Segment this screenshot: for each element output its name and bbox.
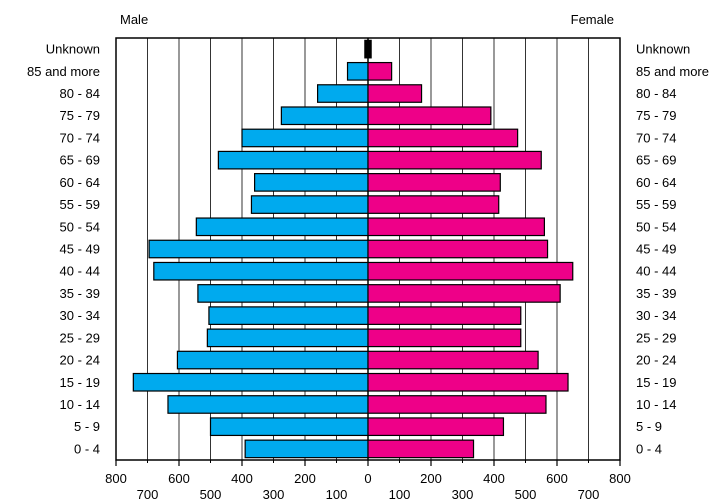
female-bar-17 [367, 61, 393, 81]
right-age-label-15: 75 - 79 [636, 108, 676, 123]
left-age-label-16: 80 - 84 [60, 86, 100, 101]
female-bar-9 [367, 239, 549, 259]
major-tick-label-2: 400 [231, 471, 253, 486]
female-bar-1 [367, 417, 505, 437]
female-bar-10 [367, 217, 545, 237]
major-tick-label-8: 800 [609, 471, 631, 486]
right-age-label-0: 0 - 4 [636, 441, 662, 456]
male-bar-15 [280, 106, 369, 126]
male-bar-7 [197, 284, 369, 303]
female-bar-5 [367, 328, 522, 348]
left-age-label-5: 25 - 29 [60, 330, 100, 345]
female-bar-14 [367, 128, 519, 148]
minor-tick-label-4: 100 [389, 487, 411, 502]
right-age-label-18: Unknown [636, 42, 690, 57]
minor-tick-label-7: 700 [578, 487, 600, 502]
female-bar-18 [367, 39, 372, 59]
male-bar-5 [206, 328, 369, 348]
female-bar-2 [367, 395, 547, 414]
major-tick-label-6: 400 [483, 471, 505, 486]
left-age-label-1: 5 - 9 [74, 419, 100, 434]
minor-tick-label-1: 500 [200, 487, 222, 502]
right-age-label-4: 20 - 24 [636, 353, 676, 368]
minor-tick-label-2: 300 [263, 487, 285, 502]
minor-tick-label-0: 700 [137, 487, 159, 502]
male-bar-10 [195, 217, 369, 237]
y-axis-labels: 0 - 4 5 - 9 10 - 14 15 - 19 20 - 24 25 - 29 30… [27, 42, 709, 457]
left-age-label-10: 50 - 54 [60, 219, 100, 234]
left-age-label-7: 35 - 39 [60, 286, 100, 301]
right-age-label-5: 25 - 29 [636, 330, 676, 345]
major-tick-label-3: 200 [294, 471, 316, 486]
male-bar-13 [217, 150, 369, 170]
female-bar-3 [367, 372, 569, 392]
left-age-label-15: 75 - 79 [60, 108, 100, 123]
male-bar-1 [209, 417, 369, 437]
right-age-label-6: 30 - 34 [636, 308, 676, 323]
minor-tick-label-6: 500 [515, 487, 537, 502]
right-age-label-8: 40 - 44 [636, 264, 676, 279]
left-age-label-18: Unknown [46, 42, 100, 57]
male-bar-2 [167, 395, 369, 414]
right-age-label-9: 45 - 49 [636, 242, 676, 257]
right-age-label-12: 60 - 64 [636, 175, 676, 190]
male-bar-16 [317, 84, 369, 103]
female-bar-6 [367, 306, 522, 325]
right-age-label-1: 5 - 9 [636, 419, 662, 434]
right-age-label-16: 80 - 84 [636, 86, 676, 101]
left-age-label-17: 85 and more [27, 64, 100, 79]
left-age-label-4: 20 - 24 [60, 353, 100, 368]
male-bar-0 [244, 439, 369, 459]
male-title: Male [120, 12, 148, 27]
right-age-label-3: 15 - 19 [636, 375, 676, 390]
left-age-label-6: 30 - 34 [60, 308, 100, 323]
right-age-label-14: 70 - 74 [636, 130, 676, 145]
left-age-label-12: 60 - 64 [60, 175, 100, 190]
right-age-label-17: 85 and more [636, 64, 709, 79]
major-tick-label-5: 200 [420, 471, 442, 486]
male-bar-12 [254, 173, 369, 192]
male-bar-4 [176, 350, 369, 370]
left-age-label-11: 55 - 59 [60, 197, 100, 212]
major-tick-label-7: 600 [546, 471, 568, 486]
male-bar-14 [241, 128, 369, 148]
major-tick-label-0: 800 [105, 471, 127, 486]
female-bar-8 [367, 261, 574, 281]
female-bar-11 [367, 195, 500, 214]
female-bar-0 [367, 439, 475, 459]
bars [132, 39, 574, 459]
left-age-label-14: 70 - 74 [60, 130, 100, 145]
female-bar-7 [367, 284, 561, 303]
left-age-label-0: 0 - 4 [74, 441, 100, 456]
x-axis-ticks: 800 600 400 200 0 200 400 600 800 700 500 300 100 100… [105, 460, 631, 502]
female-bar-16 [367, 84, 423, 103]
major-tick-label-1: 600 [168, 471, 190, 486]
male-bar-6 [208, 306, 369, 325]
male-bar-11 [250, 195, 369, 214]
female-bar-13 [367, 150, 542, 170]
left-age-label-2: 10 - 14 [60, 397, 100, 412]
left-age-label-3: 15 - 19 [60, 375, 100, 390]
major-tick-label-4: 0 [364, 471, 371, 486]
male-bar-8 [153, 261, 369, 281]
female-bar-15 [367, 106, 492, 126]
female-title: Female [571, 12, 614, 27]
right-age-label-13: 65 - 69 [636, 153, 676, 168]
right-age-label-2: 10 - 14 [636, 397, 676, 412]
male-bar-3 [132, 372, 369, 392]
right-age-label-11: 55 - 59 [636, 197, 676, 212]
female-bar-4 [367, 350, 539, 370]
left-age-label-9: 45 - 49 [60, 242, 100, 257]
female-bar-12 [367, 173, 501, 192]
left-age-label-13: 65 - 69 [60, 153, 100, 168]
minor-tick-label-3: 100 [326, 487, 348, 502]
right-age-label-10: 50 - 54 [636, 219, 676, 234]
male-bar-9 [148, 239, 369, 259]
minor-tick-label-5: 300 [452, 487, 474, 502]
male-bar-17 [346, 61, 369, 81]
left-age-label-8: 40 - 44 [60, 264, 100, 279]
right-age-label-7: 35 - 39 [636, 286, 676, 301]
